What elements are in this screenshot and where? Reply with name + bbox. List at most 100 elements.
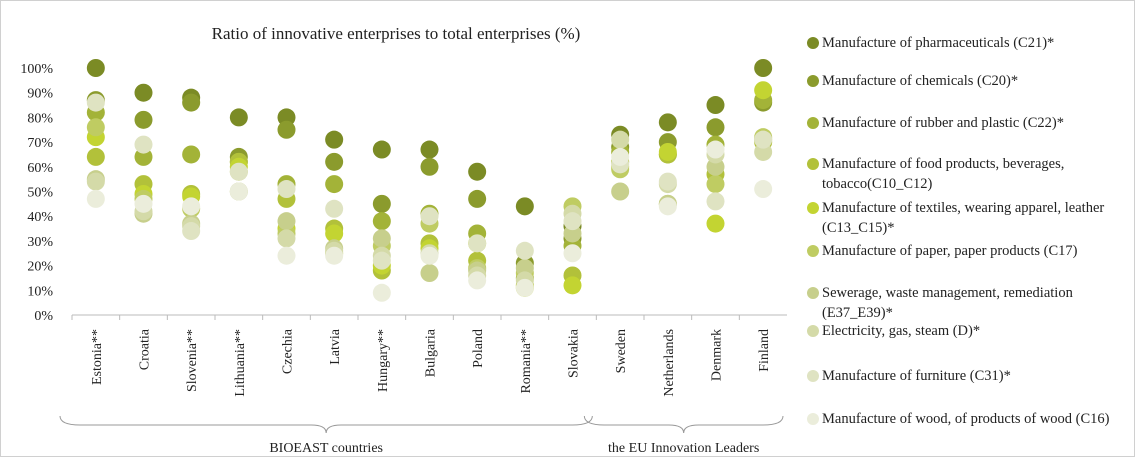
y-tick-label: 0% bbox=[34, 309, 53, 324]
y-tick-label: 40% bbox=[27, 210, 53, 225]
y-tick-label: 30% bbox=[27, 235, 53, 250]
legend-item: Manufacture of wood, of products of wood… bbox=[807, 409, 1132, 429]
legend-label: Manufacture of textiles, wearing apparel… bbox=[822, 200, 1105, 236]
dot bbox=[420, 140, 439, 159]
dot bbox=[229, 108, 248, 127]
dot bbox=[229, 182, 248, 201]
legend-swatch bbox=[807, 245, 819, 257]
dot bbox=[658, 172, 677, 191]
dot bbox=[563, 212, 582, 231]
dot bbox=[658, 142, 677, 161]
x-tick-label: Slovakia bbox=[567, 328, 582, 378]
dot bbox=[754, 81, 773, 100]
y-tick-label: 50% bbox=[27, 186, 53, 201]
dot bbox=[372, 194, 391, 213]
legend-swatch bbox=[807, 413, 819, 425]
dot bbox=[182, 222, 201, 241]
dot bbox=[468, 162, 487, 181]
dot bbox=[754, 130, 773, 149]
dot bbox=[277, 108, 296, 127]
legend-item: Manufacture of food products, beverages,… bbox=[807, 154, 1132, 194]
dot bbox=[706, 192, 725, 211]
dot bbox=[706, 118, 725, 137]
chart-title: Ratio of innovative enterprises to total… bbox=[212, 24, 581, 43]
dot bbox=[134, 135, 153, 154]
group-label: the EU Innovation Leaders bbox=[608, 441, 759, 456]
legend-item: Manufacture of pharmaceuticals (C21)* bbox=[807, 33, 1132, 53]
legend-swatch bbox=[807, 370, 819, 382]
dot bbox=[468, 189, 487, 208]
y-tick-label: 10% bbox=[27, 284, 53, 299]
dot bbox=[325, 175, 344, 194]
x-tick-label: Slovenia** bbox=[185, 329, 200, 392]
dot bbox=[134, 147, 153, 166]
legend-swatch bbox=[807, 117, 819, 129]
dot bbox=[754, 59, 773, 77]
dot bbox=[420, 264, 439, 283]
group-bracket bbox=[583, 415, 784, 434]
x-tick-label: Sweden bbox=[614, 329, 629, 373]
dot bbox=[182, 93, 201, 112]
legend-swatch bbox=[807, 75, 819, 87]
legend-label: Manufacture of pharmaceuticals (C21)* bbox=[822, 35, 1055, 51]
dot bbox=[134, 194, 153, 213]
x-tick-label: Bulgaria bbox=[424, 328, 439, 377]
dot bbox=[563, 276, 582, 295]
x-tick-label: Lithuania** bbox=[233, 329, 248, 397]
dot bbox=[468, 271, 487, 290]
dot bbox=[134, 110, 153, 129]
dot bbox=[86, 93, 105, 112]
dot bbox=[706, 214, 725, 233]
dot bbox=[611, 130, 630, 149]
dot bbox=[325, 130, 344, 149]
dot bbox=[86, 147, 105, 166]
dot bbox=[611, 147, 630, 166]
dot bbox=[372, 283, 391, 302]
legend-item: Manufacture of rubber and plastic (C22)* bbox=[807, 113, 1132, 133]
dot bbox=[706, 96, 725, 115]
y-tick-label: 60% bbox=[27, 161, 53, 176]
dot bbox=[658, 197, 677, 216]
x-tick-label: Estonia** bbox=[90, 329, 105, 385]
dot bbox=[325, 246, 344, 265]
dot bbox=[182, 197, 201, 216]
dot bbox=[277, 212, 296, 231]
dot bbox=[325, 152, 344, 171]
legend-label: Manufacture of furniture (C31)* bbox=[822, 368, 1011, 384]
x-tick-label: Latvia bbox=[328, 328, 343, 365]
x-tick-label: Finland bbox=[757, 329, 772, 372]
legend-label: Sewerage, waste management, remediation … bbox=[822, 285, 1073, 321]
dot bbox=[134, 83, 153, 102]
group-bracket bbox=[59, 415, 593, 434]
dot bbox=[515, 197, 534, 216]
dot bbox=[277, 229, 296, 248]
y-tick-label: 70% bbox=[27, 136, 53, 151]
x-tick-label: Netherlands bbox=[662, 329, 677, 397]
dot bbox=[706, 140, 725, 159]
dot bbox=[420, 207, 439, 226]
dot bbox=[325, 199, 344, 218]
dot bbox=[372, 212, 391, 231]
x-tick-label: Denmark bbox=[710, 329, 725, 381]
y-tick-label: 20% bbox=[27, 260, 53, 275]
legend-item: Sewerage, waste management, remediation … bbox=[807, 283, 1132, 323]
legend-label: Manufacture of food products, beverages,… bbox=[822, 156, 1065, 192]
legend-label: Electricity, gas, steam (D)* bbox=[822, 323, 981, 339]
dot bbox=[706, 175, 725, 194]
dot bbox=[372, 229, 391, 248]
y-tick-label: 100% bbox=[20, 62, 53, 77]
legend-swatch bbox=[807, 325, 819, 337]
dot bbox=[325, 224, 344, 243]
y-tick-label: 90% bbox=[27, 87, 53, 102]
dot bbox=[277, 180, 296, 199]
dot bbox=[706, 157, 725, 176]
dot bbox=[372, 140, 391, 159]
legend-swatch bbox=[807, 287, 819, 299]
dot bbox=[420, 246, 439, 265]
dot bbox=[86, 189, 105, 208]
dot bbox=[754, 142, 773, 161]
x-tick-label: Czechia bbox=[281, 328, 296, 374]
dot bbox=[86, 172, 105, 191]
dot bbox=[658, 113, 677, 132]
